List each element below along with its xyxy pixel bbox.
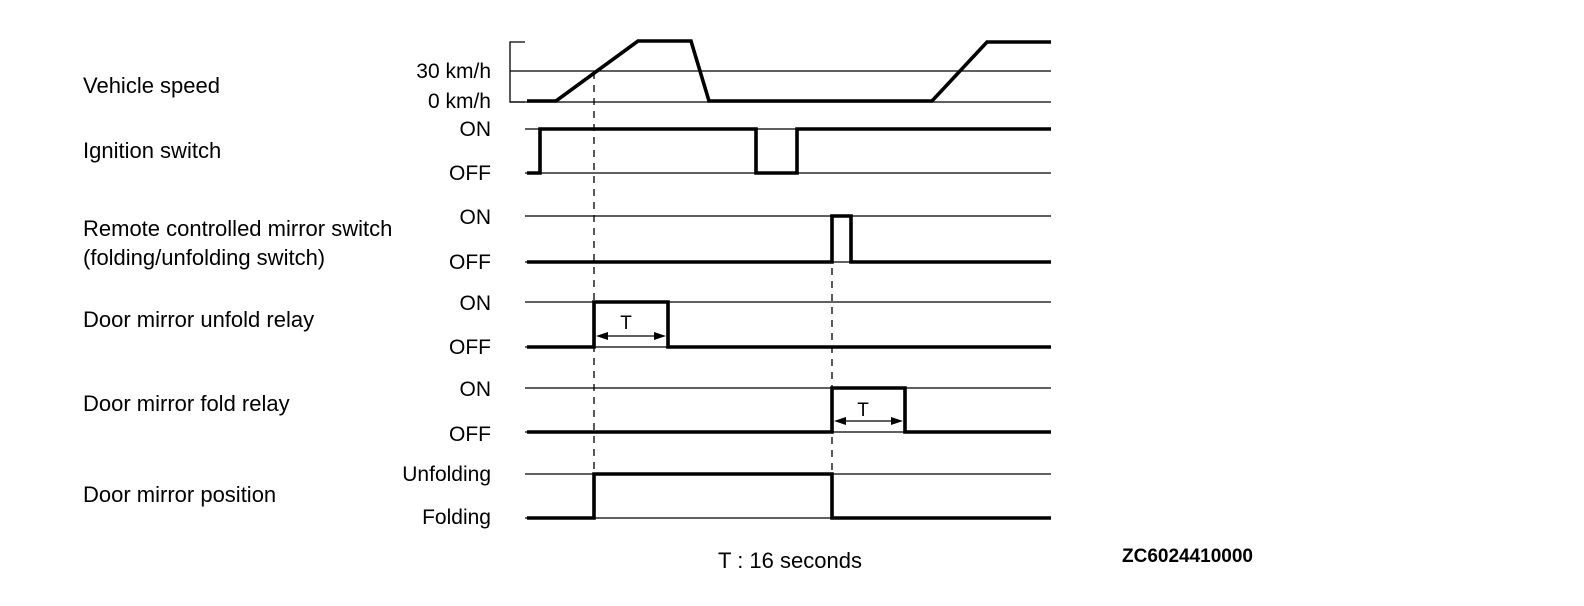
mirror-switch-waveform xyxy=(527,214,1051,264)
level-position-unfolding: Unfolding xyxy=(402,463,491,486)
ignition-switch-waveform xyxy=(527,127,1051,175)
level-switch-off: OFF xyxy=(449,251,491,274)
level-unfold-off: OFF xyxy=(449,336,491,359)
arrowhead-left-icon xyxy=(834,417,846,425)
level-fold-on: ON xyxy=(460,378,492,401)
label-vehicle-speed: Vehicle speed xyxy=(83,73,220,98)
level-speed-30: 30 km/h xyxy=(416,60,491,83)
arrowhead-right-icon xyxy=(654,332,666,340)
level-fold-off: OFF xyxy=(449,423,491,446)
arrowhead-right-icon xyxy=(891,417,903,425)
level-ignition-on: ON xyxy=(460,118,492,141)
level-unfold-on: ON xyxy=(460,292,492,315)
unfold-relay-waveform xyxy=(527,300,1051,349)
fold-relay-waveform xyxy=(527,386,1051,434)
t-label-unfold: T xyxy=(620,313,632,334)
label-unfold-relay: Door mirror unfold relay xyxy=(83,307,314,332)
speed-axis-bracket xyxy=(509,41,525,103)
t-duration-unfold: T xyxy=(596,313,666,340)
label-mirror-position: Door mirror position xyxy=(83,482,276,507)
figure-id: ZC6024410000 xyxy=(1122,546,1253,567)
arrowhead-left-icon xyxy=(596,332,608,340)
t-duration-fold: T xyxy=(834,400,903,425)
label-mirror-switch-line2: (folding/unfolding switch) xyxy=(83,245,325,270)
footnote-t-duration: T : 16 seconds xyxy=(718,548,862,573)
level-switch-on: ON xyxy=(460,206,492,229)
label-mirror-switch-line1: Remote controlled mirror switch xyxy=(83,216,392,241)
vehicle-speed-waveform xyxy=(527,39,1051,103)
label-ignition-switch: Ignition switch xyxy=(83,138,221,163)
mirror-position-waveform xyxy=(527,472,1051,520)
level-ignition-off: OFF xyxy=(449,162,491,185)
level-position-folding: Folding xyxy=(422,506,491,529)
reference-lines xyxy=(509,41,1051,519)
label-fold-relay: Door mirror fold relay xyxy=(83,391,290,416)
level-speed-0: 0 km/h xyxy=(428,90,491,113)
t-label-fold: T xyxy=(857,400,869,421)
